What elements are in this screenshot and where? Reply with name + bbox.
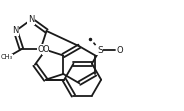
Text: S: S xyxy=(97,46,103,55)
Text: CH₃: CH₃ xyxy=(1,55,13,60)
Text: O: O xyxy=(116,46,123,55)
Text: O: O xyxy=(37,45,44,54)
Text: O: O xyxy=(42,45,49,54)
Text: N: N xyxy=(28,15,34,24)
Text: N: N xyxy=(12,26,19,36)
